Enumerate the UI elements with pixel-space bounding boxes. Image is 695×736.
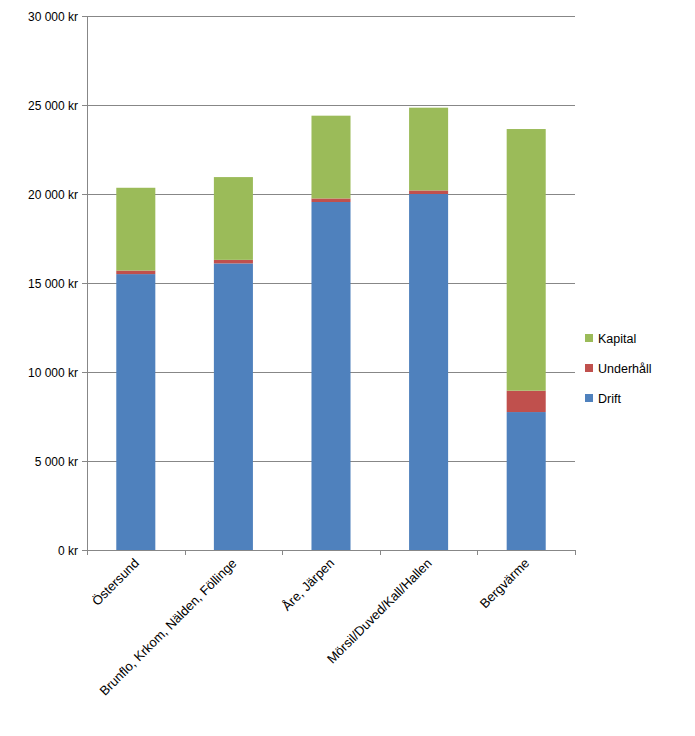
bar-segment [409,108,448,191]
bars [116,108,545,550]
tick-mark [82,283,87,284]
bar-segment [507,391,546,412]
y-axis [87,16,88,550]
grid-line [87,16,575,17]
bar-segment [214,263,253,550]
tick-label: 10 000 kr [28,366,78,380]
bar-segment [116,271,155,275]
chart: 0 kr 5 000 kr 10 000 kr 15 000 kr 20 000 kr 2… [0,0,695,736]
x-tick-mark [185,550,186,555]
bar-segment [116,188,155,271]
bar-segment [409,194,448,550]
bar-segment [507,412,546,550]
category-label: Åre, Järpen [279,556,337,614]
tick-label: 25 000 kr [28,99,78,113]
x-tick-mark [575,550,576,555]
bar-segment [214,260,253,264]
bar-segment [214,177,253,260]
x-tick-mark [477,550,478,555]
grid [82,17,575,551]
category-label: Östersund [89,556,142,609]
x-axis [87,550,575,551]
tick-mark [82,194,87,195]
x-tick-mark [380,550,381,555]
tick-mark [82,105,87,106]
category-label: Bergvärme [477,556,533,612]
tick-mark [82,461,87,462]
tick-label: 20 000 kr [28,188,78,202]
tick-mark [82,550,87,551]
tick-label: 30 000 kr [28,10,78,24]
bar-segment [507,129,546,391]
bar-segment [116,274,155,550]
x-tick-mark [87,550,88,555]
bar-segment [311,116,350,199]
tick-label: 5 000 kr [35,455,78,469]
bar-segment [311,202,350,550]
legend-swatch [585,334,593,342]
grid-line [87,105,575,106]
legend-label: Kapital [598,332,636,346]
legend-label: Drift [598,392,621,406]
legend-label: Underhåll [598,362,652,376]
legend-swatch [585,364,593,372]
tick-mark [82,372,87,373]
bar-segment [311,198,350,202]
x-tick-mark [282,550,283,555]
bar-segment [409,190,448,194]
tick-label: 15 000 kr [28,277,78,291]
grid-line [87,550,575,551]
legend: Kapital Underhåll Drift [585,332,652,406]
tick-mark [82,16,87,17]
legend-swatch [585,394,593,402]
category-label: Mörsil/Duved/Kall/Hallen [324,556,435,667]
tick-label: 0 kr [58,544,78,558]
category-label: Brunflo, Krkom, Nälden, Föllinge [97,556,240,699]
